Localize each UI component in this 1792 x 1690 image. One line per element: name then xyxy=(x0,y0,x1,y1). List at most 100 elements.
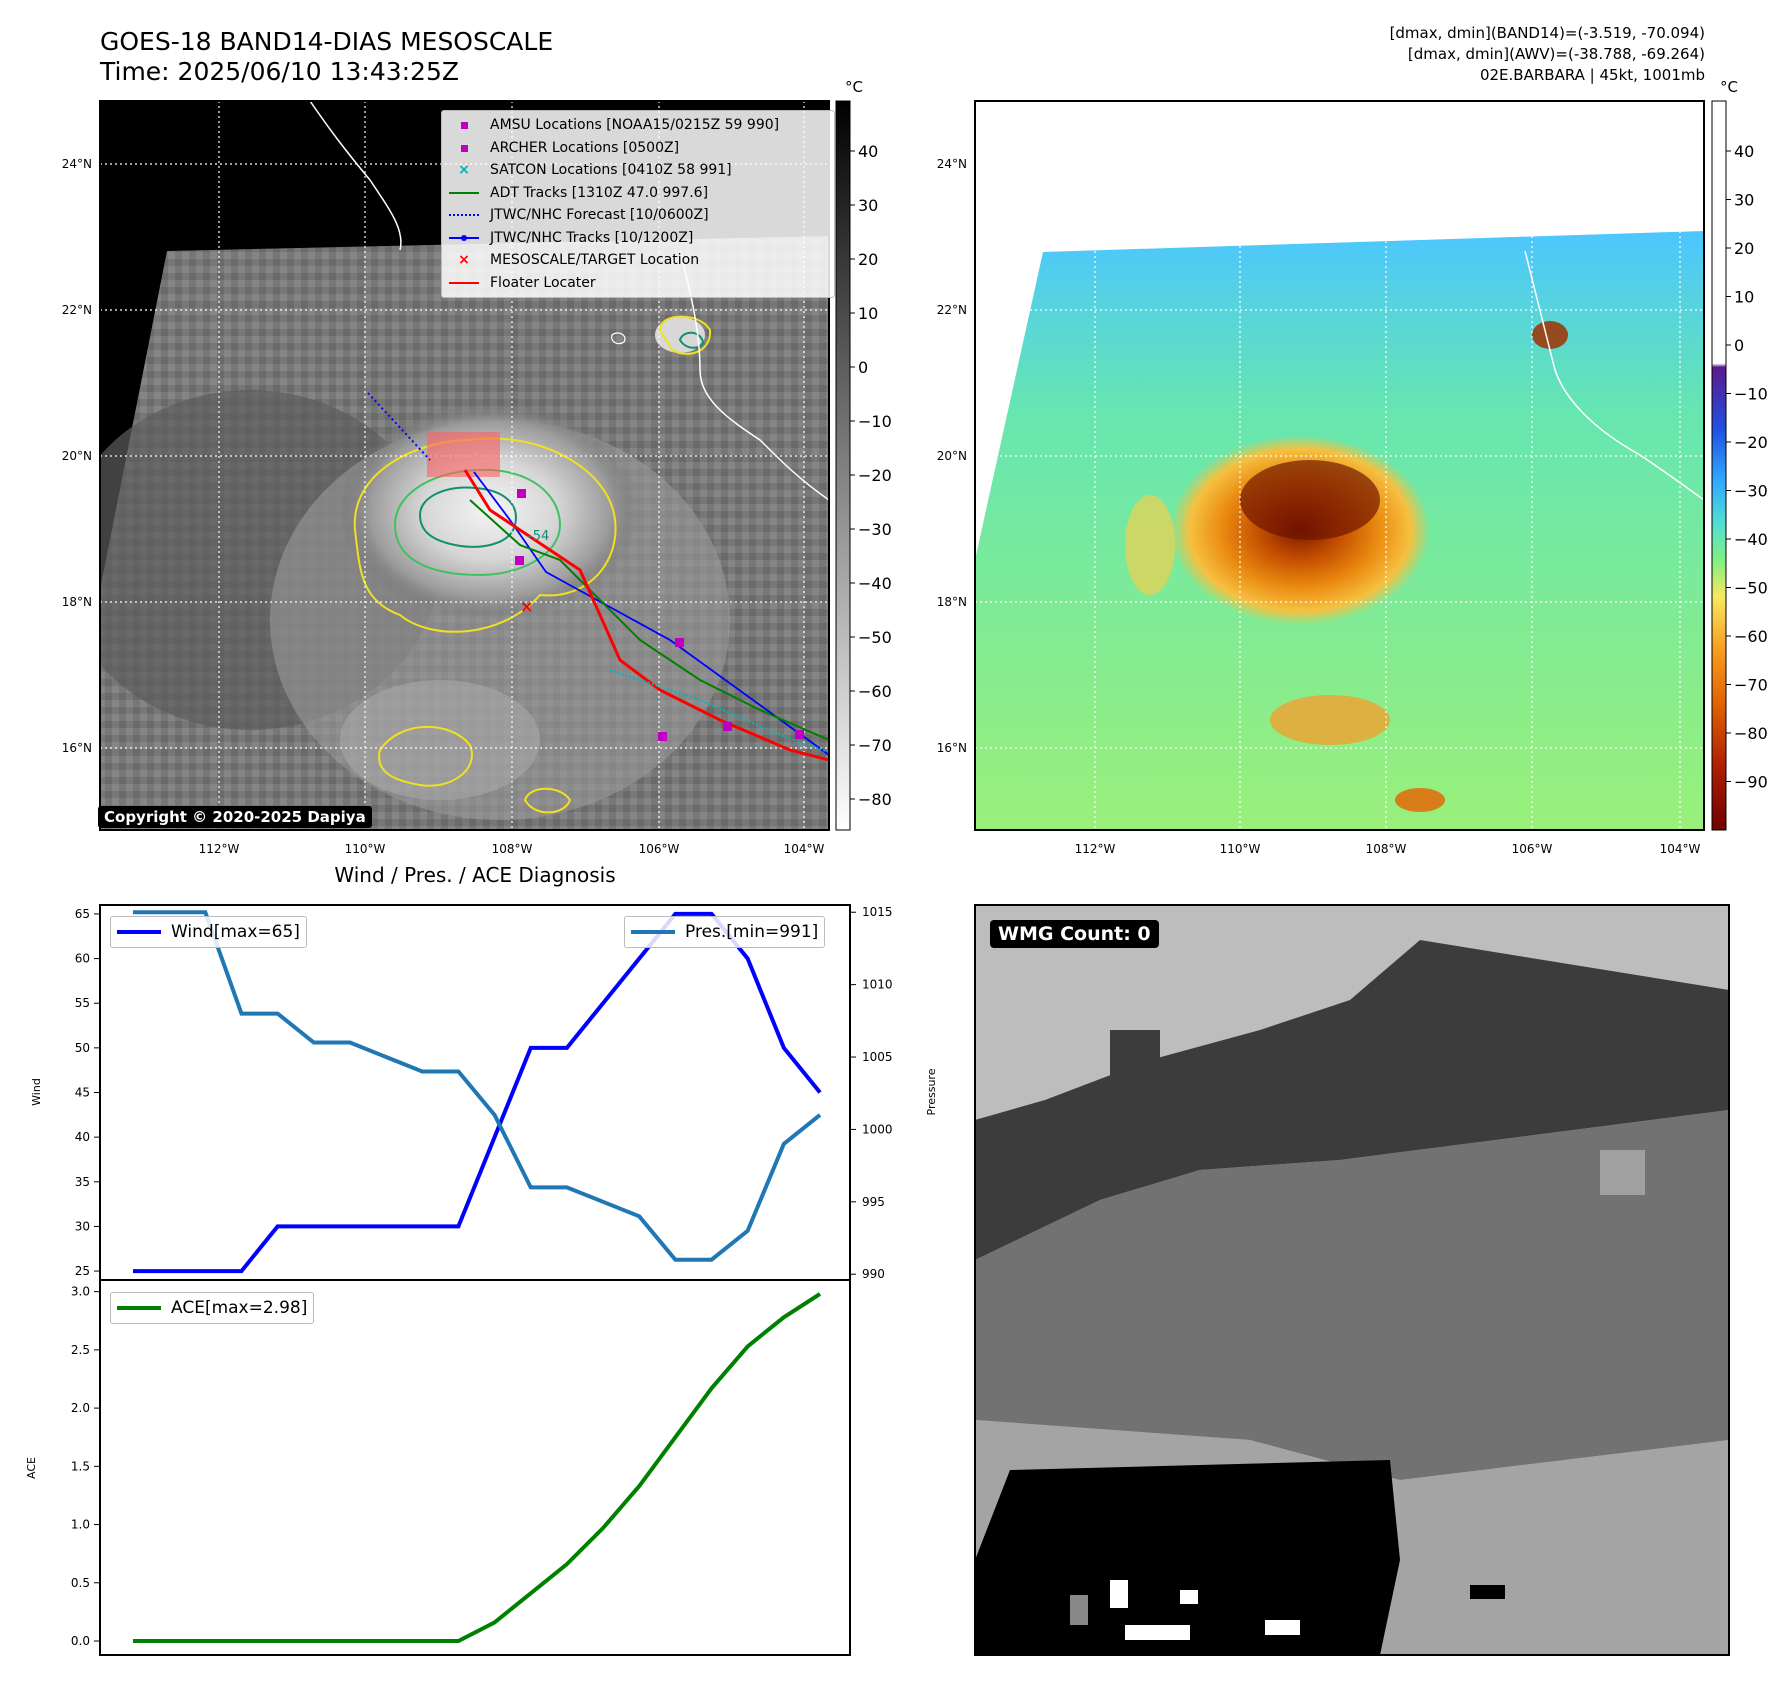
band14-colorbar-tick-label: −80 xyxy=(858,790,892,809)
wind-tick-label: 65 xyxy=(75,907,90,921)
forecast-track xyxy=(367,392,431,461)
pressure-tick-label: 990 xyxy=(862,1267,885,1281)
pressure-tick-label: 1015 xyxy=(862,905,893,919)
band14-colorbar-tick-label: −30 xyxy=(858,520,892,539)
map-legend-label: JTWC/NHC Tracks [10/1200Z] xyxy=(490,229,694,246)
amsu-marker xyxy=(517,489,526,498)
map-legend-item: × MESOSCALE/TARGET Location xyxy=(448,249,828,272)
map-lat-tick-label: 24°N xyxy=(62,157,92,171)
pressure-tick-label: 1010 xyxy=(862,978,893,992)
ace-axis-label: ACE xyxy=(25,1457,38,1479)
band14-colorbar-tick-label: −20 xyxy=(858,466,892,485)
map-legend-swatch: × xyxy=(458,252,470,269)
chart-legend-label: Wind[max=65] xyxy=(171,922,300,942)
contour-label: -54 xyxy=(528,529,549,544)
band14-colorbar-tick-label: −40 xyxy=(858,574,892,593)
chart-legend-swatch xyxy=(117,1306,161,1310)
map-legend-item: JTWC/NHC Tracks [10/1200Z] xyxy=(448,227,828,250)
map-legend-swatch xyxy=(448,185,480,201)
wind-pressure-panel: 25 30 35 40 45 50 55 60 65 990 995 1000 1005 1010 1015 xyxy=(75,904,893,1281)
info-storm: 02E.BARBARA | 45kt, 1001mb xyxy=(1480,66,1705,84)
map-legend-item: ARCHER Locations [0500Z] xyxy=(448,137,828,160)
ace-legend: ACE[max=2.98] xyxy=(110,1292,315,1324)
awv-colorbar-tick-label: −90 xyxy=(1734,773,1768,792)
wind-tick-label: 45 xyxy=(75,1086,90,1100)
map-legend-label: MESOSCALE/TARGET Location xyxy=(490,252,700,269)
awv-colorbar-tick-label: −70 xyxy=(1734,676,1768,695)
map-lat-tick-label: 18°N xyxy=(937,595,967,609)
map-lon-tick-label: 108°W xyxy=(1366,842,1407,856)
wmg-dark-band xyxy=(975,940,1729,1260)
wind-tick-label: 60 xyxy=(75,952,90,966)
map-legend: AMSU Locations [NOAA15/0215Z 59 990] ARCH… xyxy=(441,110,835,298)
map-lon-tick-label: 106°W xyxy=(1512,842,1553,856)
chart-legend-item: ACE[max=2.98] xyxy=(117,1295,307,1321)
map-lat-tick-label: 16°N xyxy=(62,741,92,755)
band14-colorbar-tick-label: −10 xyxy=(858,412,892,431)
ace-tick-label: 2.0 xyxy=(71,1401,90,1415)
wind-tick-label: 50 xyxy=(75,1041,90,1055)
map-legend-label: JTWC/NHC Forecast [10/0600Z] xyxy=(490,207,709,224)
awv-map-panel xyxy=(974,100,1705,831)
map-lon-tick-label: 112°W xyxy=(199,842,240,856)
wind-tick-label: 55 xyxy=(75,996,90,1010)
map-lat-tick-label: 18°N xyxy=(62,595,92,609)
map-legend-swatch xyxy=(448,275,480,291)
wmg-count-badge: WMG Count: 0 xyxy=(990,920,1159,948)
ace-series-line xyxy=(133,1292,822,1644)
awv-colorbar-tick-label: −60 xyxy=(1734,627,1768,646)
wind-tick-label: 25 xyxy=(75,1264,90,1278)
band14-colorbar-tick-label: 40 xyxy=(858,142,878,161)
pressure-axis-label: Pressure xyxy=(925,1068,938,1115)
map-lon-tick-label: 110°W xyxy=(1220,842,1261,856)
awv-colorbar-tick-label: −80 xyxy=(1734,724,1768,743)
figure-title: GOES-18 BAND14-DIAS MESOSCALE xyxy=(100,27,553,56)
band14-colorbar-tick-label: −70 xyxy=(858,736,892,755)
ace-tick-label: 2.5 xyxy=(71,1343,90,1357)
pressure-tick-label: 995 xyxy=(862,1195,885,1209)
coastline xyxy=(309,101,402,251)
map-legend-swatch: × xyxy=(458,162,470,179)
map-legend-item: × SATCON Locations [0410Z 58 991] xyxy=(448,159,828,182)
wind-legend: Wind[max=65] xyxy=(110,916,307,948)
awv-colorbar-tick-label: −10 xyxy=(1734,385,1768,404)
map-lon-tick-label: 104°W xyxy=(784,842,825,856)
chart-legend-swatch xyxy=(117,930,161,934)
chart-legend-item: Wind[max=65] xyxy=(117,919,300,945)
map-legend-label: SATCON Locations [0410Z 58 991] xyxy=(490,162,732,179)
awv-colorbar-tick-label: −20 xyxy=(1734,433,1768,452)
band14-colorbar-tick-label: 30 xyxy=(858,196,878,215)
ace-tick-label: 0.5 xyxy=(71,1576,90,1590)
wind-series-line xyxy=(133,911,822,1274)
ace-panel: 0.0 0.5 1.0 1.5 2.0 2.5 3.0 xyxy=(71,1279,851,1656)
diagnosis-title: Wind / Pres. / ACE Diagnosis xyxy=(334,863,615,887)
info-awv-range: [dmax, dmin](AWV)=(-38.788, -69.264) xyxy=(1408,45,1705,63)
map-legend-swatch xyxy=(448,140,480,156)
wind-tick-label: 30 xyxy=(75,1219,90,1233)
band14-colorbar-tick-label: 20 xyxy=(858,250,878,269)
info-band14-range: [dmax, dmin](BAND14)=(-3.519, -70.094) xyxy=(1390,24,1705,42)
chart-legend-label: Pres.[min=991] xyxy=(685,922,819,942)
wind-tick-label: 35 xyxy=(75,1175,90,1189)
map-lat-tick-label: 20°N xyxy=(937,449,967,463)
wmg-mid-band xyxy=(975,1110,1729,1480)
chart-legend-swatch xyxy=(631,930,675,934)
ace-tick-label: 3.0 xyxy=(71,1285,90,1299)
map-legend-item: JTWC/NHC Forecast [10/0600Z] xyxy=(448,204,828,227)
map-lat-tick-label: 22°N xyxy=(62,303,92,317)
figure-time: Time: 2025/06/10 13:43:25Z xyxy=(99,57,459,86)
map-lon-tick-label: 106°W xyxy=(639,842,680,856)
awv-colorbar-tick-label: 10 xyxy=(1734,288,1754,307)
map-legend-swatch xyxy=(448,117,480,133)
ace-tick-label: 1.0 xyxy=(71,1518,90,1532)
awv-colorbar-tick-label: 40 xyxy=(1734,142,1754,161)
floater-track xyxy=(463,469,829,762)
map-lat-tick-label: 24°N xyxy=(937,157,967,171)
map-legend-item: ADT Tracks [1310Z 47.0 997.6] xyxy=(448,182,828,205)
awv-colorbar-unit: °C xyxy=(1720,78,1738,96)
pressure-series-line xyxy=(133,910,822,1262)
awv-colorbar-tick-label: 30 xyxy=(1734,191,1754,210)
map-lon-tick-label: 104°W xyxy=(1660,842,1701,856)
map-legend-item: Floater Locater xyxy=(448,272,828,295)
